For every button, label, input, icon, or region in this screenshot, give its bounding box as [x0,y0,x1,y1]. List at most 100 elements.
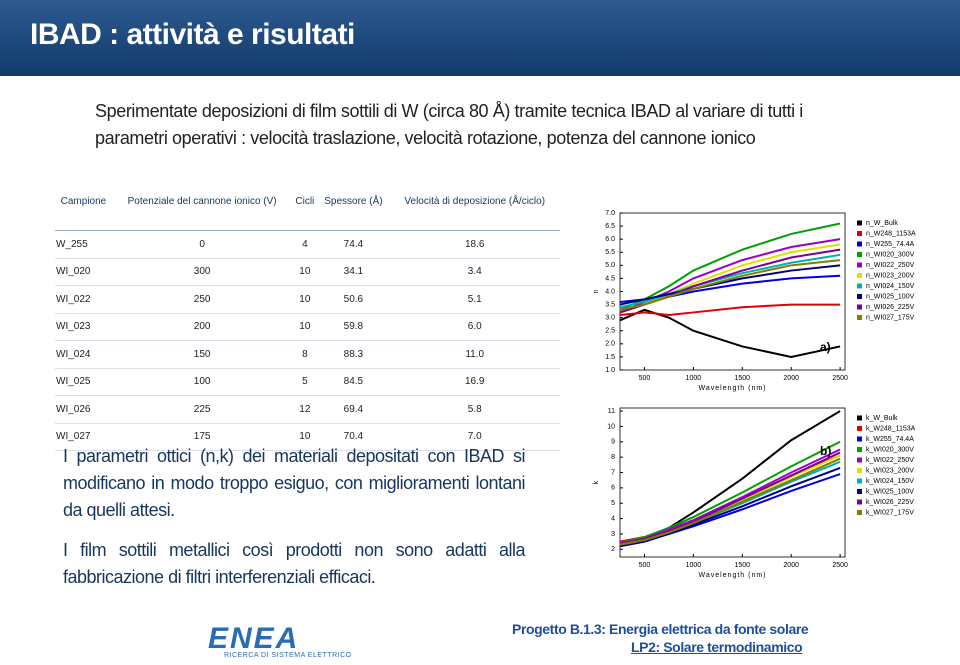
column-header: Velocità di deposizione (Å/ciclo) [389,172,560,231]
x-tick-label: 500 [639,375,651,382]
legend-label: n_WI027_175V [866,314,915,321]
plot-frame [619,212,846,371]
table-body: W_255 0 4 74.4 18.6 WI_020 300 10 34.1 3.4 WI_022 2… [55,230,560,451]
legend-label: n_WI023_200V [866,272,915,279]
intro-text: Sperimentate deposizioni di film sottili… [95,101,803,148]
data-line [619,308,841,358]
y-tick-label: 3.5 [605,301,615,308]
x-tick-label: 1500 [734,562,750,569]
y-tick-label: 7.0 [605,210,615,217]
table-cell: 50.6 [317,285,390,314]
table-cell: 12 [292,395,318,424]
x-tick-label: 1000 [686,375,702,382]
x-tick-label: 2500 [832,375,848,382]
table-cell: 16.9 [389,368,560,396]
x-axis-label: Wavelength (nm) [698,385,766,392]
table-cell: WI_025 [55,368,112,396]
legend-swatch [857,262,862,268]
results-table: Campione Potenziale del cannone ionico (V… [55,172,560,451]
data-line [619,448,841,545]
table-cell: 5.8 [389,395,560,424]
table-cell: 11.0 [389,340,560,369]
legend-label: k_WI025_100V [866,488,914,495]
y-tick-label: 7 [611,469,615,476]
table-row: WI_025 100 5 84.5 16.9 [55,368,560,396]
legend-swatch [857,220,862,226]
table-cell: WI_023 [55,313,112,341]
x-tick-label: 1000 [686,562,702,569]
legend-swatch [857,510,862,515]
table-cell: 150 [111,340,293,369]
legend-label: n_WI022_250V [866,262,915,269]
table-cell: 0 [111,230,293,259]
table-cell: 100 [111,368,293,396]
data-line [619,451,841,546]
column-header: Cicli [292,172,318,231]
legend-swatch [857,457,862,463]
x-tick-label: 500 [639,562,651,569]
table-cell: 175 [111,423,293,451]
table-row: WI_020 300 10 34.1 3.4 [55,258,560,286]
legend-label: k_W248_1153A [866,425,916,432]
table-cell: WI_027 [55,423,112,451]
column-header: Potenziale del cannone ionico (V) [111,172,293,231]
legend-label: n_W_Bulk [866,220,898,227]
table-row: WI_024 150 8 88.3 11.0 [55,340,560,369]
table-cell: 7.0 [389,423,560,451]
table-cell: 34.1 [317,258,390,286]
table-row: W_255 0 4 74.4 18.6 [55,230,560,259]
legend-swatch [857,499,862,505]
legend-swatch [857,478,862,484]
table-cell: 3.4 [389,258,560,286]
y-tick-label: 8 [611,454,615,461]
data-line [619,457,841,546]
data-line [619,440,841,545]
legend-label: k_WI020_300V [866,446,914,453]
y-tick-label: 4 [611,515,615,522]
legend-label: k_WI027_175V [866,509,914,516]
legend-swatch [857,447,862,452]
y-tick-label: 1.0 [605,367,615,374]
y-tick-label: 2 [611,546,615,553]
legend-label: n_WI024_150V [866,283,915,290]
table-cell: 225 [111,395,293,424]
plot-annotation: a) [820,340,831,354]
y-tick-label: 10 [607,423,615,430]
legend-swatch [857,294,862,299]
table-cell: 59.8 [317,313,390,341]
table-cell: 10 [292,258,318,286]
y-tick-label: 4.5 [605,275,615,282]
paragraph: I film sottili metallici così prodotti n… [63,540,526,587]
table-cell: WI_024 [55,340,112,369]
legend-swatch [857,231,862,236]
y-tick-label: 5.5 [605,249,615,256]
table-cell: WI_026 [55,395,112,424]
table-cell: 4 [292,230,318,259]
legend-swatch [857,315,862,320]
legend-label: n_WI020_300V [866,251,915,258]
project-label: Progetto B.1.3: Energia elettrica da fon… [512,621,809,637]
title-bar [0,0,960,76]
table-cell: 10 [292,313,318,341]
legend-swatch [857,304,862,310]
legend-label: n_WI026_225V [866,304,915,311]
legend-swatch [857,252,862,257]
table-cell: 84.5 [317,368,390,396]
data-line [619,259,841,311]
y-tick-label: 1.5 [605,354,615,361]
table-cell: 300 [111,258,293,286]
table-cell: 10 [292,285,318,314]
table-cell: 10 [292,423,318,451]
column-header: Spessore (Å) [317,172,390,231]
legend-label: n_W248_1153A [866,230,916,237]
table-cell: 8 [292,340,318,369]
table-row: WI_023 200 10 59.8 6.0 [55,313,560,341]
table-cell: W_255 [55,230,112,259]
legend-label: k_W_Bulk [866,415,898,422]
y-tick-label: 4.0 [605,288,615,295]
legend-swatch [857,283,862,289]
column-header: Campione [55,172,112,231]
legend-label: k_WI023_200V [866,467,914,474]
legend-label: n_WI025_100V [866,293,915,300]
data-line [619,410,841,548]
